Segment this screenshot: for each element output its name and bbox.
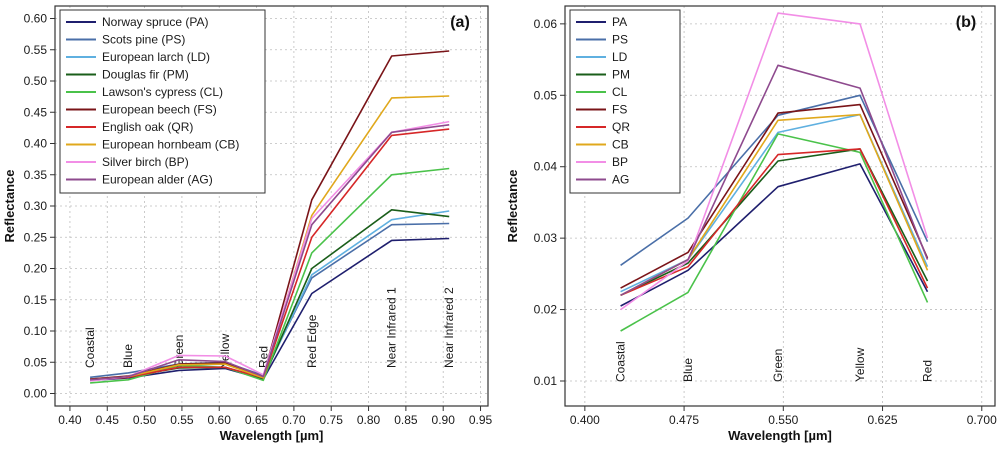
band-label: Yellow <box>853 347 867 382</box>
legend-label: Lawson's cypress (CL) <box>102 85 223 99</box>
series-line <box>90 128 450 381</box>
y-tick-label: 0.35 <box>24 168 48 182</box>
x-tick-label: 0.50 <box>133 413 157 427</box>
y-tick-label: 0.40 <box>24 137 48 151</box>
series-line <box>620 163 929 307</box>
legend-label: QR <box>612 120 630 134</box>
y-tick-label: 0.15 <box>24 293 48 307</box>
legend-label: FS <box>612 103 627 117</box>
legend-label: European hornbeam (CB) <box>102 138 239 152</box>
y-tick-label: 0.05 <box>24 355 48 369</box>
legend-label: Norway spruce (PA) <box>102 15 208 29</box>
legend-label: LD <box>612 50 628 64</box>
y-axis-label: Reflectance <box>2 170 17 243</box>
y-tick-label: 0.45 <box>24 105 48 119</box>
series-line <box>90 124 450 381</box>
y-tick-label: 0.04 <box>534 160 558 174</box>
legend-label: CL <box>612 85 628 99</box>
chart-panel-1: 0.400 0.475 0.550 0.625 0.700 0.01 0.02 0.03 0.0… <box>505 5 997 443</box>
y-tick-label: 0.02 <box>534 303 558 317</box>
band-label: Coastal <box>614 341 628 382</box>
band-label: Coastal <box>83 327 97 368</box>
x-tick-label: 0.65 <box>245 413 269 427</box>
legend-label: PM <box>612 68 630 82</box>
x-tick-label: 0.60 <box>208 413 232 427</box>
x-tick-label: 0.45 <box>96 413 120 427</box>
x-tick-label: 0.475 <box>669 413 699 427</box>
y-tick-label: 0.60 <box>24 12 48 26</box>
plot-frame <box>564 5 996 407</box>
legend-label: AG <box>612 173 629 187</box>
x-tick-label: 0.80 <box>357 413 381 427</box>
legend-label: European beech (FS) <box>102 103 217 117</box>
x-tick-label: 0.95 <box>469 413 493 427</box>
y-tick-label: 0.00 <box>24 387 48 401</box>
x-tick-label: 0.75 <box>320 413 344 427</box>
legend-label: Scots pine (PS) <box>102 33 185 47</box>
x-tick-label: 0.90 <box>432 413 456 427</box>
band-label: Red Edge <box>305 314 319 368</box>
series-line <box>620 148 929 297</box>
series-line <box>620 133 929 332</box>
legend-label: Douglas fir (PM) <box>102 68 189 82</box>
band-label: Blue <box>681 358 695 382</box>
chart-panel-0: 0.40 0.45 0.50 0.55 0.60 0.65 0.70 0.75 0.80 0.85… <box>2 5 493 443</box>
x-tick-label: 0.700 <box>967 413 997 427</box>
y-tick-label: 0.01 <box>534 374 558 388</box>
x-axis-label: Wavelength [µm] <box>220 428 324 443</box>
x-tick-label: 0.85 <box>394 413 418 427</box>
y-tick-label: 0.05 <box>534 88 558 102</box>
x-tick-label: 0.400 <box>570 413 600 427</box>
x-tick-label: 0.625 <box>868 413 898 427</box>
x-tick-label: 0.550 <box>768 413 798 427</box>
legend-label: European larch (LD) <box>102 50 210 64</box>
series-line <box>90 167 450 384</box>
y-tick-label: 0.30 <box>24 199 48 213</box>
legend-label: English oak (QR) <box>102 120 193 134</box>
band-label: Red <box>921 360 935 382</box>
panel-label: (a) <box>450 14 470 31</box>
x-tick-label: 0.70 <box>282 413 306 427</box>
band-label: Yellow <box>218 333 232 368</box>
y-tick-label: 0.55 <box>24 43 48 57</box>
legend-label: BP <box>612 155 628 169</box>
y-tick-label: 0.20 <box>24 262 48 276</box>
y-tick-label: 0.03 <box>534 231 558 245</box>
legend-label: European alder (AG) <box>102 173 213 187</box>
y-tick-label: 0.25 <box>24 230 48 244</box>
x-tick-label: 0.55 <box>170 413 194 427</box>
x-tick-label: 0.40 <box>58 413 82 427</box>
y-tick-label: 0.06 <box>534 17 558 31</box>
series-line <box>620 64 929 297</box>
band-label: Near Infrared 1 <box>385 287 399 368</box>
band-label: Green <box>771 349 785 382</box>
panel-label: (b) <box>956 14 976 31</box>
band-label: Blue <box>121 344 135 368</box>
legend-label: PS <box>612 33 628 47</box>
band-label: Green <box>172 335 186 368</box>
x-axis-label: Wavelength [µm] <box>728 428 832 443</box>
series-line <box>620 12 929 311</box>
band-label: Near Infrared 2 <box>442 287 456 368</box>
legend-label: Silver birch (BP) <box>102 155 189 169</box>
y-axis-label: Reflectance <box>505 170 520 243</box>
legend-label: CB <box>612 138 629 152</box>
legend-label: PA <box>612 15 627 29</box>
y-tick-label: 0.50 <box>24 74 48 88</box>
series-line <box>620 103 929 289</box>
y-tick-label: 0.10 <box>24 324 48 338</box>
